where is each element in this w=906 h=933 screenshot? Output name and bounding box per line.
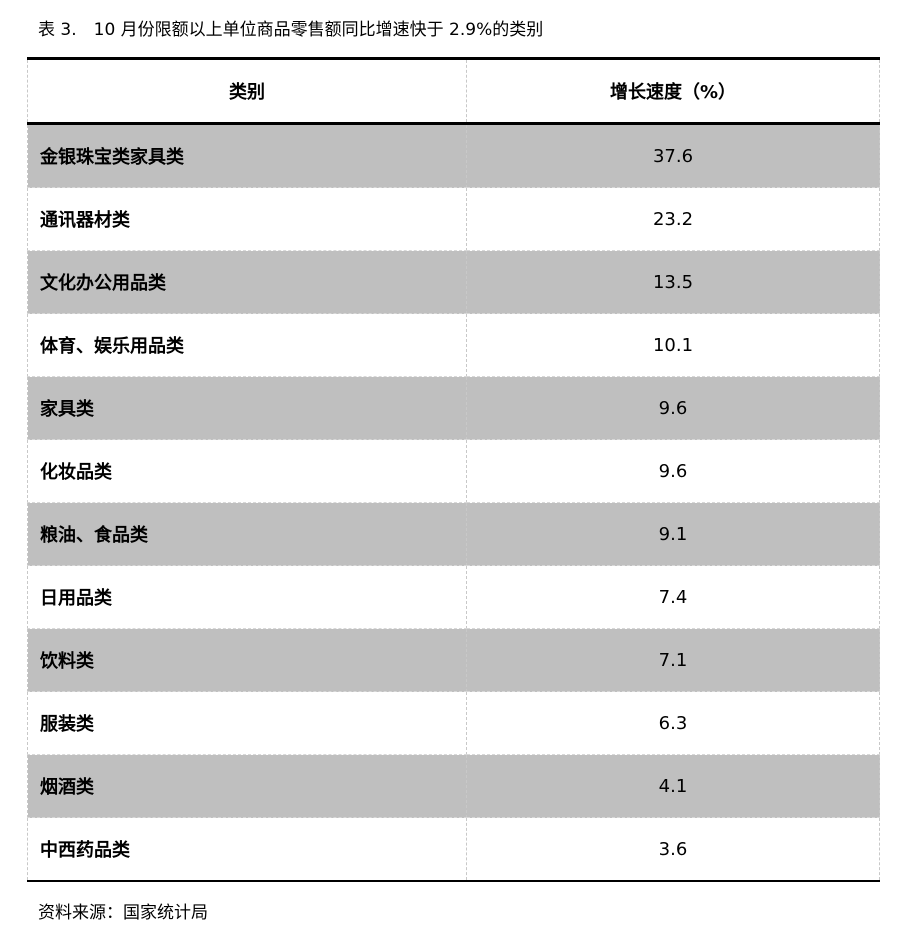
category-cell: 饮料类	[27, 628, 467, 692]
table-row: 饮料类 7.1	[27, 628, 880, 692]
category-cell: 体育、娱乐用品类	[27, 313, 467, 377]
header-row: 类别 增长速度（%）	[27, 57, 880, 125]
growth-cell: 3.6	[466, 817, 880, 882]
growth-cell: 9.6	[466, 439, 880, 503]
category-cell: 烟酒类	[27, 754, 467, 818]
table-row: 日用品类 7.4	[27, 565, 880, 629]
growth-cell: 7.4	[466, 565, 880, 629]
table-row: 服装类 6.3	[27, 691, 880, 755]
table-row: 家具类 9.6	[27, 376, 880, 440]
growth-cell: 10.1	[466, 313, 880, 377]
growth-cell: 23.2	[466, 187, 880, 251]
category-cell: 服装类	[27, 691, 467, 755]
table-title: 表 3. 10 月份限额以上单位商品零售额同比增速快于 2.9%的类别	[38, 20, 544, 40]
growth-cell: 4.1	[466, 754, 880, 818]
category-cell: 粮油、食品类	[27, 502, 467, 566]
table-row: 文化办公用品类 13.5	[27, 250, 880, 314]
growth-cell: 13.5	[466, 250, 880, 314]
table-row: 体育、娱乐用品类 10.1	[27, 313, 880, 377]
header-growth: 增长速度（%）	[466, 57, 880, 125]
growth-cell: 37.6	[466, 123, 880, 188]
category-cell: 家具类	[27, 376, 467, 440]
table-row: 中西药品类 3.6	[27, 817, 880, 882]
category-cell: 中西药品类	[27, 817, 467, 882]
growth-cell: 6.3	[466, 691, 880, 755]
table-row: 烟酒类 4.1	[27, 754, 880, 818]
table-row: 化妆品类 9.6	[27, 439, 880, 503]
growth-cell: 9.6	[466, 376, 880, 440]
growth-cell: 7.1	[466, 628, 880, 692]
category-cell: 文化办公用品类	[27, 250, 467, 314]
source-note: 资料来源：国家统计局	[38, 903, 208, 923]
table-row: 金银珠宝类家具类 37.6	[27, 123, 880, 188]
category-cell: 日用品类	[27, 565, 467, 629]
category-cell: 通讯器材类	[27, 187, 467, 251]
header-category: 类别	[27, 57, 467, 125]
growth-cell: 9.1	[466, 502, 880, 566]
table-row: 通讯器材类 23.2	[27, 187, 880, 251]
table-row: 粮油、食品类 9.1	[27, 502, 880, 566]
growth-table: 类别 增长速度（%） 金银珠宝类家具类 37.6 通讯器材类 23.2 文化办公用品类 1…	[27, 57, 880, 882]
category-cell: 金银珠宝类家具类	[27, 123, 467, 188]
category-cell: 化妆品类	[27, 439, 467, 503]
